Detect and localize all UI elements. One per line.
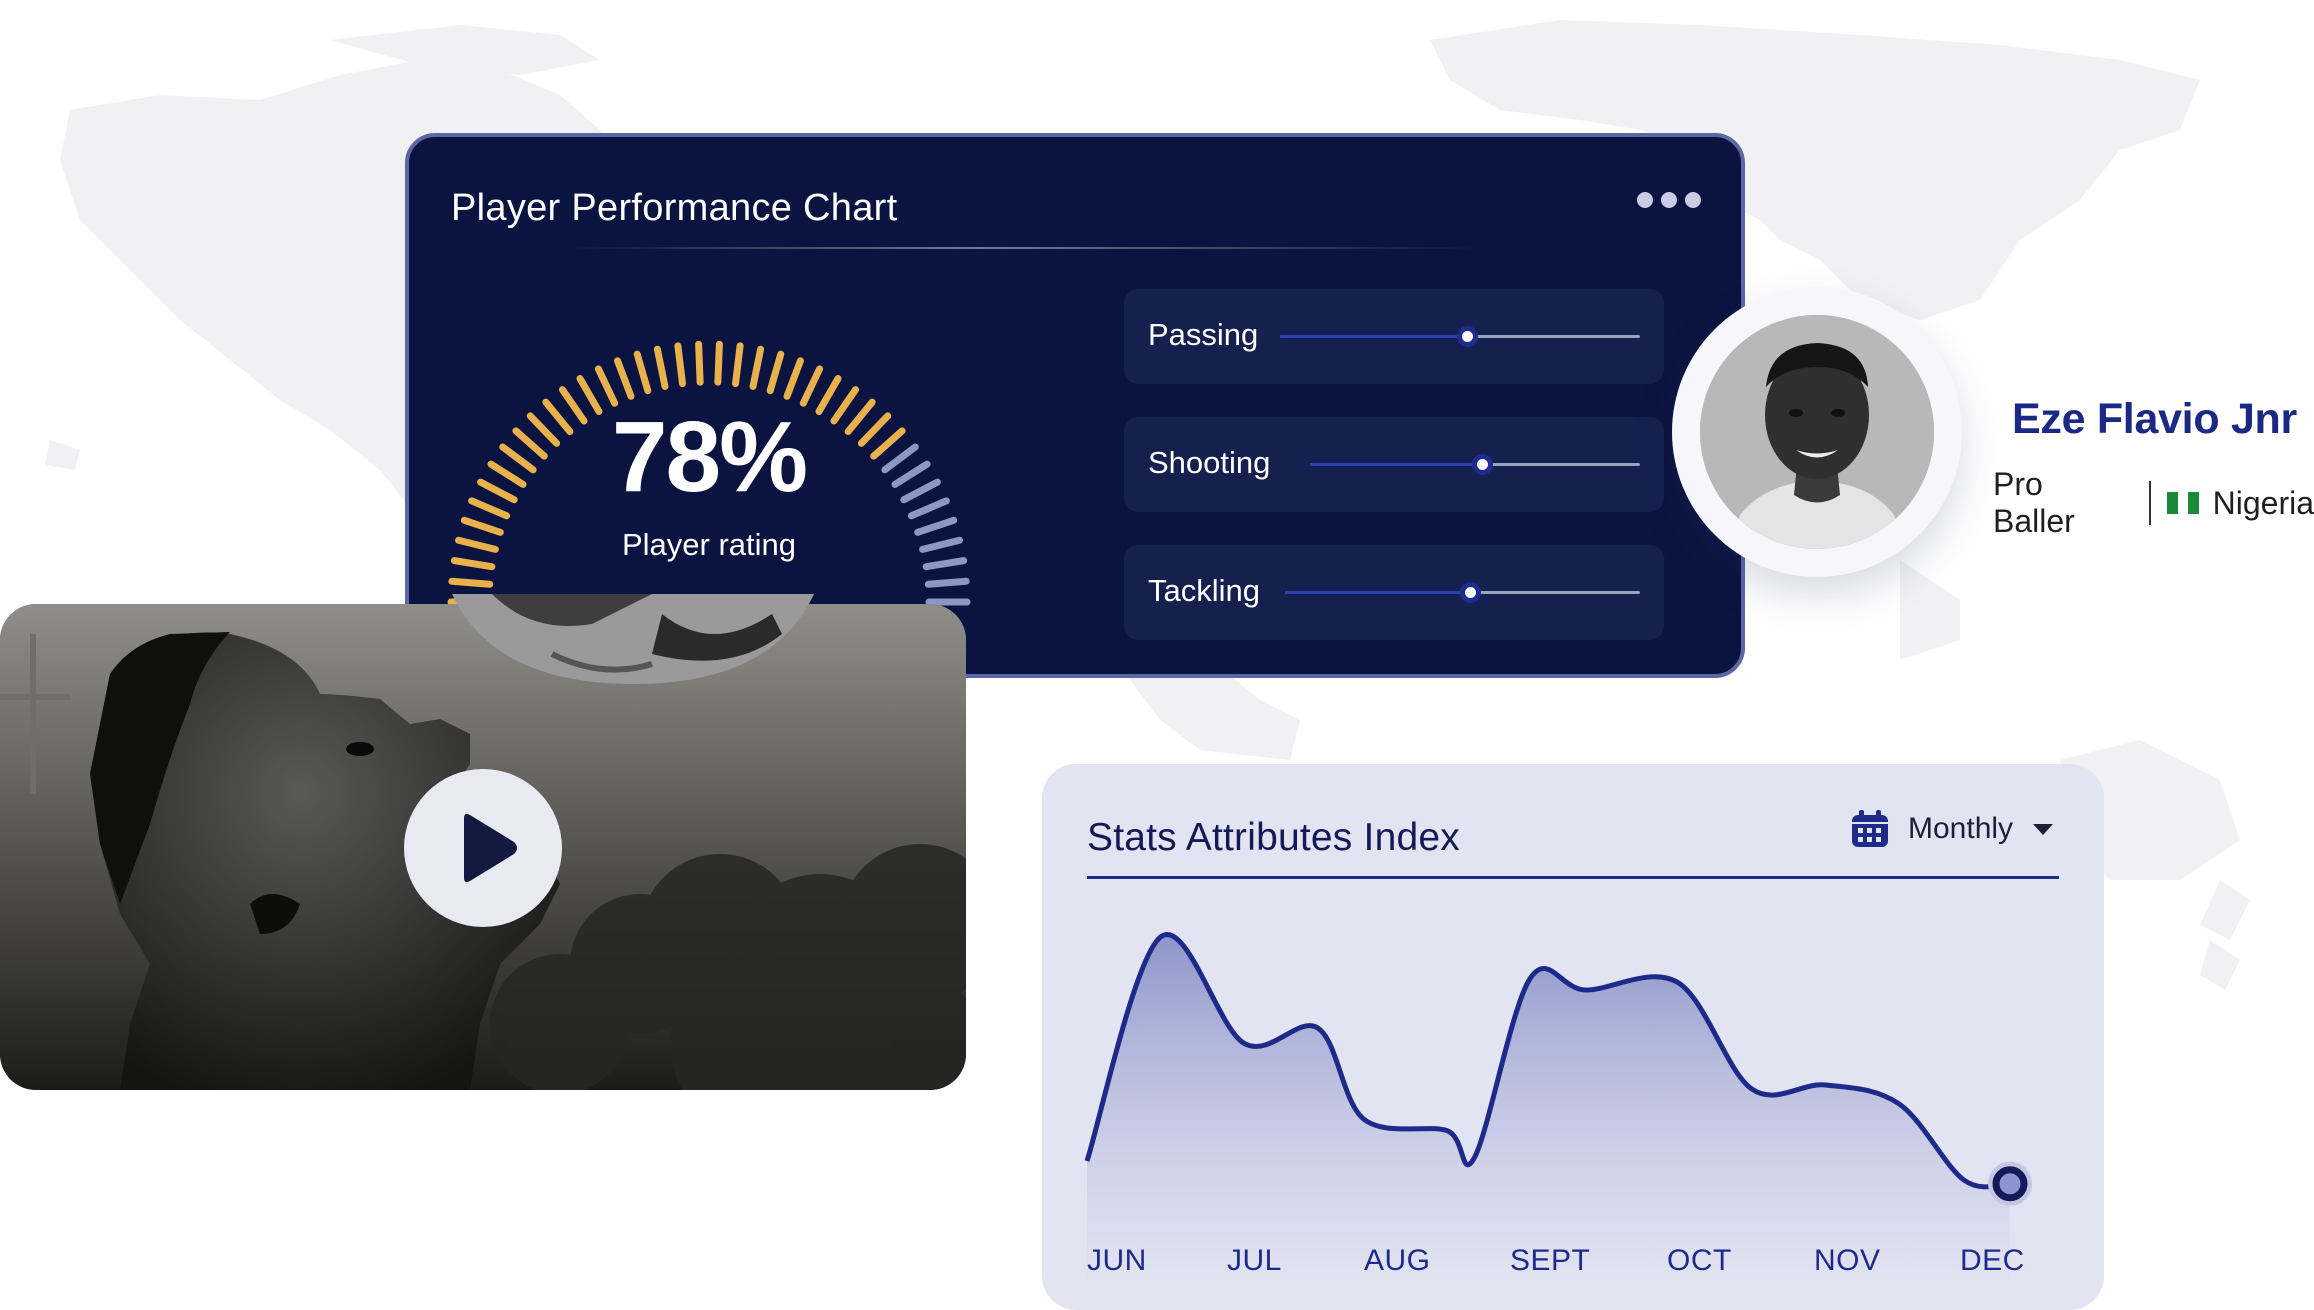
skill-label: Passing — [1148, 317, 1259, 352]
gauge-tick — [830, 386, 860, 425]
avatar — [1700, 315, 1934, 549]
play-icon — [464, 814, 517, 882]
period-label: Monthly — [1908, 812, 2014, 845]
x-axis-tick-label: JUL — [1227, 1244, 1282, 1277]
gauge-tick — [477, 478, 518, 504]
chart-series-line — [1084, 932, 2011, 1190]
skill-slider-thumb[interactable] — [1459, 582, 1481, 603]
player-portrait-image — [1700, 315, 1934, 549]
skill-slider-thumb[interactable] — [1457, 326, 1479, 347]
skill-slider-fill — [1310, 463, 1482, 466]
stats-card-title: Stats Attributes Index — [1087, 816, 1460, 859]
gauge-tick — [454, 536, 499, 553]
skill-label: Tackling — [1148, 573, 1260, 608]
x-axis-tick-label: SEPT — [1510, 1244, 1591, 1277]
skill-slider[interactable] — [1280, 326, 1640, 347]
skill-row-tackling[interactable]: Tackling — [1124, 545, 1664, 640]
player-performance-card: Player Performance Chart 78% Player rati… — [405, 133, 1745, 678]
rating-value: 78% — [611, 401, 808, 513]
gauge-tick — [460, 516, 504, 536]
gauge-tick — [695, 340, 704, 386]
gauge-tick — [749, 345, 765, 390]
gauge-tick — [468, 497, 511, 520]
chart-area-fill — [1087, 934, 2010, 1294]
player-name: Eze Flavio Jnr — [2012, 395, 2297, 443]
gauge-tick — [714, 340, 723, 386]
rating-label: Player rating — [621, 527, 797, 562]
skill-slider[interactable] — [1310, 454, 1640, 475]
gauge-tick — [922, 557, 968, 571]
gauge-tick — [881, 443, 919, 474]
x-axis-tick-label: JUN — [1087, 1244, 1147, 1277]
gauge-tick — [766, 350, 785, 395]
gauge-tick — [891, 460, 931, 488]
chevron-down-icon — [2033, 823, 2054, 835]
skill-slider-fill — [1280, 335, 1468, 338]
gauge-tick — [633, 350, 652, 395]
football-image — [452, 594, 814, 684]
gauge-tick — [799, 365, 824, 407]
gauge-tick — [900, 478, 941, 504]
player-role: Pro Baller — [1993, 466, 2075, 539]
gauge-tick — [542, 398, 574, 436]
more-options-button[interactable] — [1637, 192, 1701, 208]
gauge-tick — [499, 443, 537, 474]
more-dot-icon — [1661, 192, 1677, 208]
gauge-tick — [576, 375, 603, 415]
chart-point-current[interactable] — [1992, 1166, 2028, 1202]
gauge-tick — [487, 460, 527, 488]
video-thumbnail-image — [0, 604, 966, 1090]
x-axis-tick-label: DEC — [1960, 1244, 2025, 1277]
play-button[interactable] — [404, 769, 562, 927]
skill-row-passing[interactable]: Passing — [1124, 289, 1664, 384]
gauge-tick — [558, 386, 588, 425]
gauge-tick — [674, 342, 686, 388]
skill-slider-fill — [1285, 591, 1470, 594]
performance-card-title: Player Performance Chart — [451, 187, 898, 229]
calendar-icon — [1852, 810, 1888, 847]
gauge-tick — [450, 557, 496, 571]
skill-label: Shooting — [1148, 445, 1271, 480]
gauge-tick — [732, 342, 744, 388]
gauge-tick — [783, 357, 804, 400]
gauge-tick — [526, 412, 561, 447]
more-dot-icon — [1637, 192, 1653, 208]
rating-gauge — [447, 340, 971, 606]
gauge-tick — [914, 516, 958, 536]
player-country: Nigeria — [2212, 484, 2314, 521]
stats-title-divider — [1087, 876, 2059, 879]
skill-slider[interactable] — [1285, 582, 1640, 603]
gauge-tick — [653, 345, 669, 390]
x-axis-tick-label: OCT — [1667, 1244, 1732, 1277]
stats-attributes-card: Stats Attributes Index Monthly JUN JUL AUG… — [1042, 764, 2104, 1310]
gauge-tick — [907, 497, 950, 520]
gauge-tick — [870, 427, 906, 460]
period-dropdown[interactable]: Monthly — [1850, 809, 2054, 849]
skill-slider-thumb[interactable] — [1471, 454, 1493, 475]
meta-divider — [2149, 481, 2152, 525]
gauge-tick — [594, 365, 619, 407]
title-divider — [569, 247, 1479, 249]
x-axis-tick-label: NOV — [1814, 1244, 1881, 1277]
gauge-tick — [512, 427, 548, 460]
more-dot-icon — [1685, 192, 1701, 208]
stats-area-chart — [1084, 932, 2032, 1294]
gauge-tick — [924, 577, 970, 588]
x-axis-tick-label: AUG — [1364, 1244, 1431, 1277]
gauge-tick — [614, 357, 635, 400]
gauge-tick — [815, 375, 842, 415]
gauge-tick — [919, 536, 964, 553]
nigeria-flag-icon — [2167, 492, 2199, 514]
player-meta: Pro Baller Nigeria — [1993, 466, 2314, 540]
gauge-tick — [857, 412, 892, 447]
gauge-tick — [448, 577, 494, 588]
skill-row-shooting[interactable]: Shooting — [1124, 417, 1664, 512]
gauge-tick — [844, 398, 876, 436]
